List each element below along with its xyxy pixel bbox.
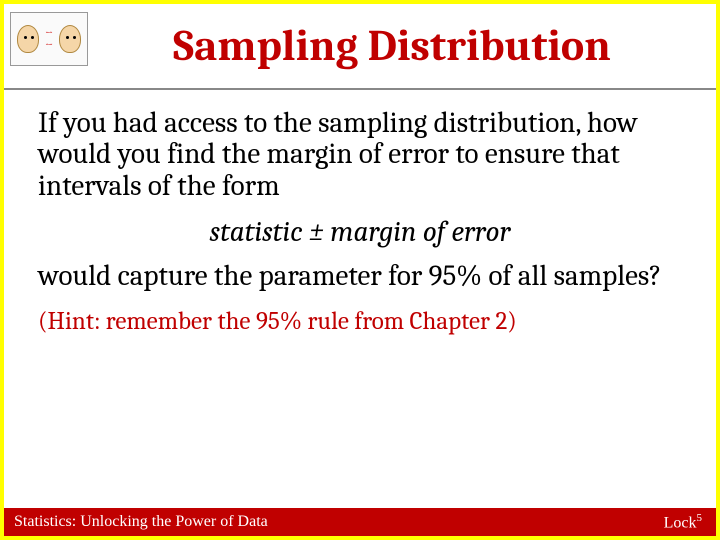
slide: → ← Sampling Distribution If you had acc… [0, 0, 720, 540]
slide-body: If you had access to the sampling distri… [4, 90, 716, 508]
body-paragraph-2: would capture the parameter for 95% of a… [38, 261, 682, 292]
two-heads-logo-icon: → ← [10, 12, 88, 66]
body-formula: statistic ± margin of error [38, 216, 682, 249]
slide-header: → ← Sampling Distribution [4, 4, 716, 90]
footer-brand-sup: 5 [697, 512, 703, 524]
body-hint: (Hint: remember the 95% rule from Chapte… [38, 308, 682, 337]
arrow-left-icon: ← [45, 40, 53, 50]
slide-title: Sampling Distribution [88, 10, 696, 71]
head-left-icon [17, 25, 39, 53]
body-paragraph-1: If you had access to the sampling distri… [38, 108, 682, 202]
head-right-icon [59, 25, 81, 53]
arrow-right-icon: → [45, 28, 53, 38]
footer-right-text: Lock5 [664, 512, 702, 532]
footer-left-text: Statistics: Unlocking the Power of Data [14, 513, 268, 531]
arrows-icon: → ← [45, 28, 53, 50]
slide-footer: Statistics: Unlocking the Power of Data … [4, 508, 716, 536]
footer-brand-base: Lock [664, 514, 697, 531]
